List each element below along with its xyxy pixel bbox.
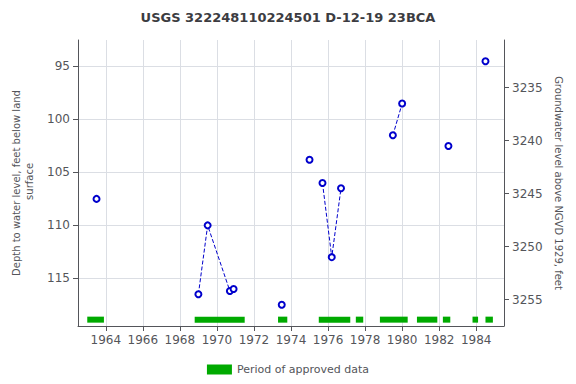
svg-text:1982: 1982: [424, 333, 455, 347]
svg-text:Groundwater level above NGVD 1: Groundwater level above NGVD 1929, feet: [553, 76, 564, 290]
svg-text:95: 95: [55, 59, 70, 73]
svg-text:1966: 1966: [128, 333, 159, 347]
svg-text:1974: 1974: [276, 333, 307, 347]
svg-text:1970: 1970: [202, 333, 233, 347]
svg-text:Period of approved data: Period of approved data: [237, 363, 369, 376]
svg-text:3255: 3255: [512, 293, 543, 307]
svg-text:105: 105: [47, 165, 70, 179]
svg-text:3235: 3235: [512, 81, 543, 95]
svg-text:surface: surface: [24, 163, 35, 203]
svg-text:1964: 1964: [91, 333, 122, 347]
svg-text:3240: 3240: [512, 134, 543, 148]
svg-text:USGS 322248110224501 D-12-19 2: USGS 322248110224501 D-12-19 23BCA: [141, 10, 436, 25]
svg-text:1972: 1972: [239, 333, 270, 347]
svg-text:115: 115: [47, 271, 70, 285]
svg-text:1980: 1980: [387, 333, 418, 347]
svg-text:3250: 3250: [512, 240, 543, 254]
svg-text:100: 100: [47, 112, 70, 126]
svg-text:3245: 3245: [512, 187, 543, 201]
svg-text:1984: 1984: [461, 333, 492, 347]
svg-text:110: 110: [47, 218, 70, 232]
svg-text:1976: 1976: [313, 333, 344, 347]
svg-text:1978: 1978: [350, 333, 381, 347]
svg-text:1968: 1968: [165, 333, 196, 347]
svg-text:Depth to water level, feet bel: Depth to water level, feet below land: [11, 90, 22, 276]
